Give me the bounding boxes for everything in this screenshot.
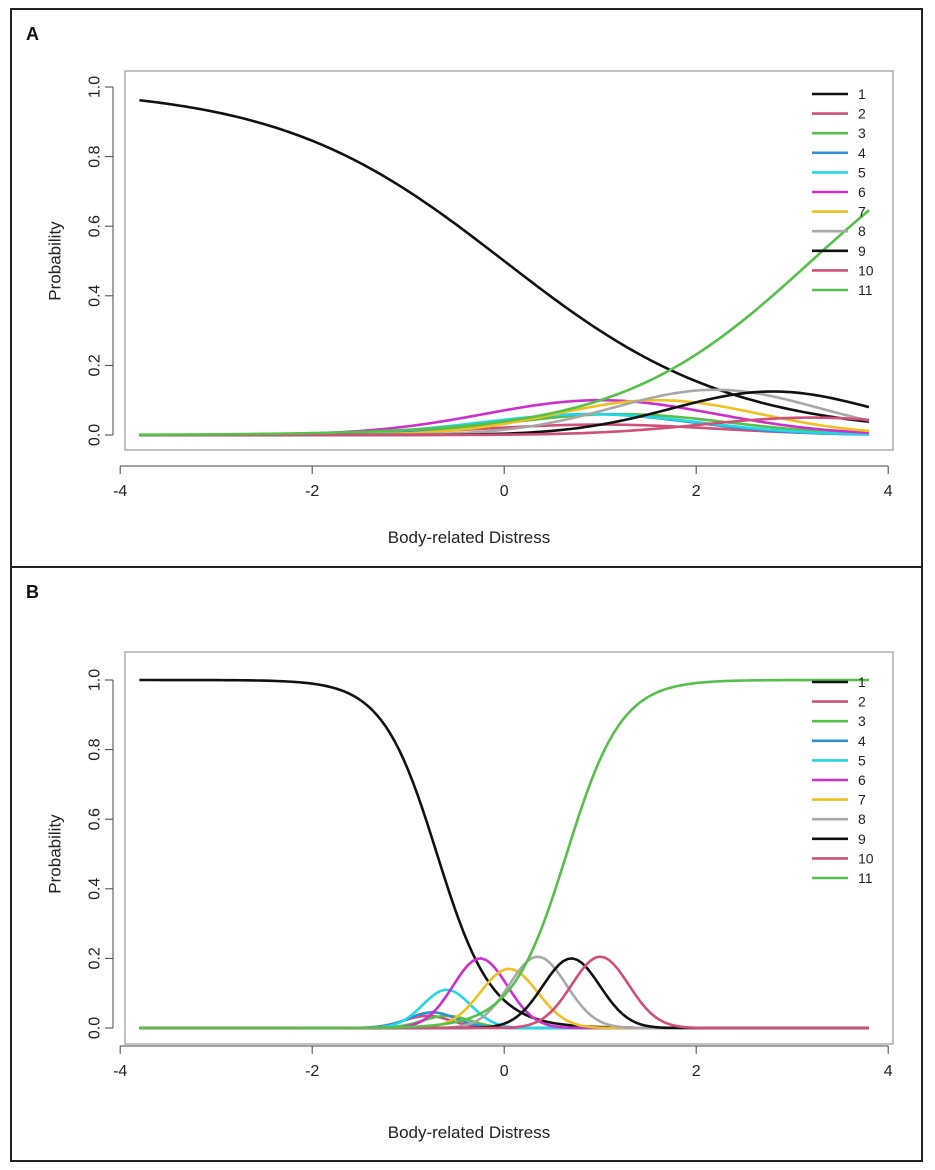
x-tick-label: 2: [692, 1063, 701, 1080]
chart-a: -4 -2 0 2 4 0.0 0.2 0.4 0.6 0.8 1.0 Body-related Di…: [46, 70, 894, 547]
legend-label-8: 8: [858, 223, 866, 239]
y-tick-label: 0.4: [87, 285, 104, 307]
legend-label-8: 8: [858, 811, 866, 827]
x-tick-label: -4: [113, 483, 127, 500]
y-tick-label: 0.8: [87, 738, 104, 760]
y-tick-label: 1.0: [87, 76, 104, 98]
legend-label-7: 7: [858, 792, 866, 808]
series-line-8: [139, 955, 869, 1030]
legend-label-4: 4: [858, 733, 866, 749]
legend-label-10: 10: [858, 262, 874, 278]
legend-label-1: 1: [858, 86, 866, 102]
chart-b: -4 -2 0 2 4 0.0 0.2 0.4 0.6 0.8 1.0 Body-related Di…: [46, 651, 894, 1142]
x-tick-label: 0: [500, 1063, 509, 1080]
series-line-7: [139, 967, 869, 1030]
x-tick-label: -2: [305, 1063, 319, 1080]
x-axis-label: Body-related Distress: [388, 528, 551, 547]
y-tick-label: 0.6: [87, 215, 104, 237]
y-tick-label: 0.0: [87, 424, 104, 446]
y-tick-label: 0.2: [87, 354, 104, 376]
legend-label-3: 3: [858, 713, 866, 729]
series-line-11: [139, 209, 870, 436]
y-tick-label: 0.8: [87, 145, 104, 167]
panel-a: A -4 -2 0 2 4 0.0 0.2 0.4 0.6 0.8 1.0 Body-related …: [10, 8, 923, 568]
y-tick-label: 0.4: [87, 878, 104, 900]
legend-label-9: 9: [858, 831, 866, 847]
legend-label-5: 5: [858, 752, 866, 768]
y-tick-label: 0.6: [87, 808, 104, 830]
legend-label-1: 1: [858, 674, 866, 690]
legend-label-6: 6: [858, 184, 866, 200]
x-tick-label: -4: [113, 1063, 127, 1080]
legend-label-9: 9: [858, 243, 866, 259]
x-axis-label: Body-related Distress: [388, 1123, 551, 1142]
legend-label-3: 3: [858, 125, 866, 141]
panel-label: A: [26, 24, 39, 44]
x-tick-label: 2: [692, 483, 701, 500]
legend-label-11: 11: [858, 282, 873, 298]
panel-label: B: [26, 582, 39, 602]
legend-label-11: 11: [858, 870, 873, 886]
y-axis-label: Probability: [46, 221, 65, 301]
legend-label-10: 10: [858, 850, 874, 866]
legend-label-2: 2: [858, 106, 866, 122]
y-axis-label: Probability: [46, 814, 65, 894]
legend-label-7: 7: [858, 204, 866, 220]
x-tick-label: -2: [305, 483, 319, 500]
plot-frame: [124, 651, 894, 1045]
y-tick-label: 1.0: [87, 669, 104, 691]
legend-label-4: 4: [858, 145, 866, 161]
plot-frame: [124, 70, 894, 451]
x-tick-label: 4: [884, 483, 893, 500]
legend-label-2: 2: [858, 694, 866, 710]
series-line-1: [139, 678, 869, 1030]
y-tick-label: 0.2: [87, 947, 104, 969]
legend-label-5: 5: [858, 164, 866, 180]
series-line-1: [139, 98, 870, 424]
x-tick-label: 0: [500, 483, 509, 500]
y-tick-label: 0.0: [87, 1017, 104, 1039]
series-line-11: [139, 678, 869, 1030]
panel-b: B -4 -2 0 2 4 0.0 0.2 0.4 0.6 0.8 1.0 Body-related …: [10, 566, 923, 1162]
x-tick-label: 4: [884, 1063, 893, 1080]
legend-label-6: 6: [858, 772, 866, 788]
